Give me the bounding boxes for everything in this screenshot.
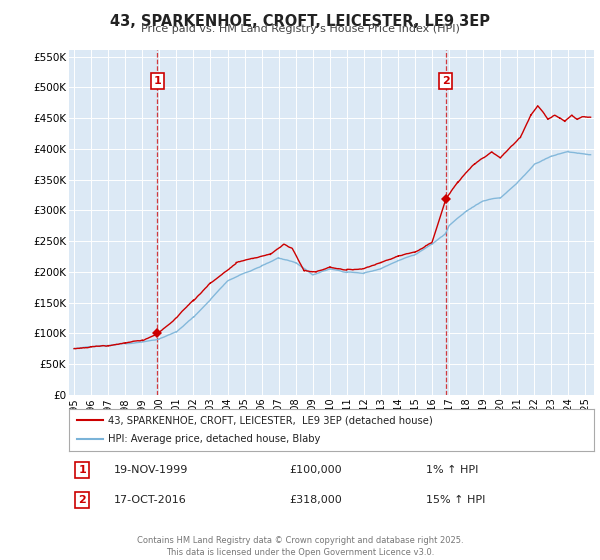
Text: 1: 1 bbox=[154, 76, 161, 86]
Text: 1: 1 bbox=[78, 465, 86, 475]
Text: 17-OCT-2016: 17-OCT-2016 bbox=[113, 495, 187, 505]
Text: £100,000: £100,000 bbox=[290, 465, 342, 475]
Text: 15% ↑ HPI: 15% ↑ HPI bbox=[426, 495, 485, 505]
Text: 1% ↑ HPI: 1% ↑ HPI bbox=[426, 465, 478, 475]
Text: Price paid vs. HM Land Registry's House Price Index (HPI): Price paid vs. HM Land Registry's House … bbox=[140, 24, 460, 34]
Text: 43, SPARKENHOE, CROFT, LEICESTER,  LE9 3EP (detached house): 43, SPARKENHOE, CROFT, LEICESTER, LE9 3E… bbox=[109, 415, 433, 425]
Text: HPI: Average price, detached house, Blaby: HPI: Average price, detached house, Blab… bbox=[109, 435, 321, 445]
Text: 2: 2 bbox=[78, 495, 86, 505]
Text: Contains HM Land Registry data © Crown copyright and database right 2025.
This d: Contains HM Land Registry data © Crown c… bbox=[137, 536, 463, 557]
Text: £318,000: £318,000 bbox=[290, 495, 342, 505]
Text: 19-NOV-1999: 19-NOV-1999 bbox=[113, 465, 188, 475]
Text: 43, SPARKENHOE, CROFT, LEICESTER, LE9 3EP: 43, SPARKENHOE, CROFT, LEICESTER, LE9 3E… bbox=[110, 14, 490, 29]
Text: 2: 2 bbox=[442, 76, 449, 86]
